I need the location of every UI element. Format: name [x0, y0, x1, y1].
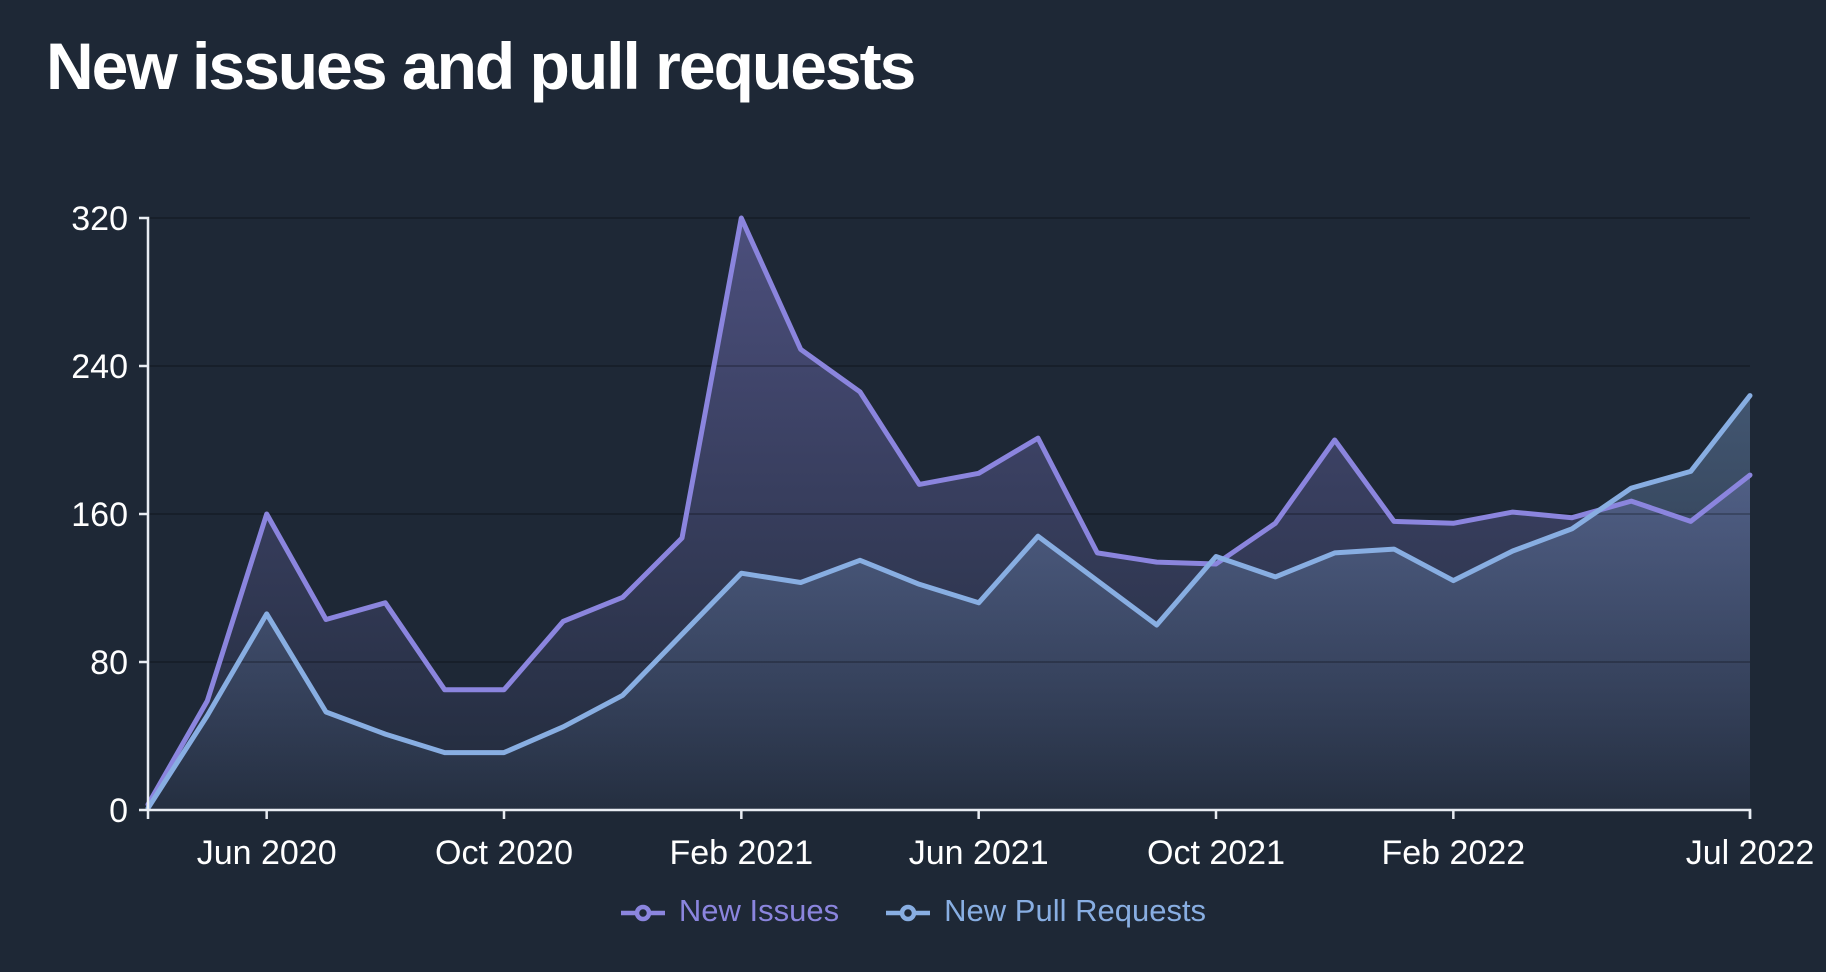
legend-label-new-pull-requests: New Pull Requests — [944, 893, 1207, 928]
x-axis-label-feb-2022: Feb 2022 — [1381, 834, 1525, 872]
y-axis-label-80: 80 — [90, 644, 128, 682]
x-axis-label-jul-2022: Jul 2022 — [1686, 834, 1815, 872]
y-axis-label-160: 160 — [71, 496, 128, 534]
x-axis-label-jun-2020: Jun 2020 — [197, 834, 337, 872]
y-axis-label-240: 240 — [71, 348, 128, 386]
new-pull-requests-line-marker-icon — [886, 904, 931, 921]
new-issues-line-marker-icon — [620, 904, 665, 921]
y-axis-label-320: 320 — [71, 200, 128, 238]
legend-item-new-pull-requests[interactable]: New Pull Requests — [885, 893, 1206, 929]
new-pull-requests-area — [148, 395, 1750, 810]
chart-legend: New Issues New Pull Requests — [0, 893, 1826, 929]
y-axis-label-0: 0 — [109, 792, 128, 830]
page-title: New issues and pull requests — [46, 29, 916, 103]
new-pull-requests-line[interactable] — [145, 393, 1753, 811]
x-axis-label-jun-2021: Jun 2021 — [909, 834, 1049, 872]
x-axis-line — [146, 808, 1752, 819]
new-issues-line[interactable] — [145, 215, 1753, 807]
x-axis-label-oct-2021: Oct 2021 — [1147, 834, 1285, 872]
x-axis-label-oct-2020: Oct 2020 — [435, 834, 573, 872]
x-axis-label-feb-2021: Feb 2021 — [669, 834, 813, 872]
legend-label-new-issues: New Issues — [678, 893, 840, 928]
legend-item-new-issues[interactable]: New Issues — [620, 893, 839, 929]
